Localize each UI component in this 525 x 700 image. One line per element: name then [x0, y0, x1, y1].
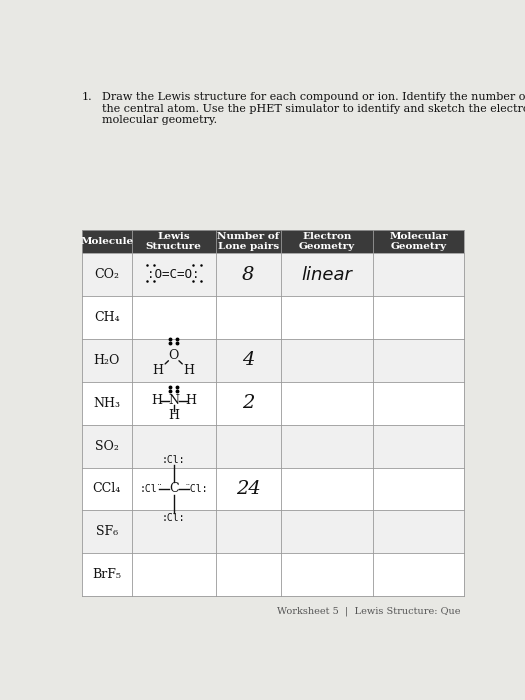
Bar [373, 339, 464, 382]
Text: ̈Cl:: ̈Cl: [184, 484, 208, 494]
Bar [281, 553, 373, 596]
Text: :O=C=O:: :O=C=O: [148, 268, 200, 281]
Bar [82, 468, 132, 510]
Bar [132, 230, 216, 253]
Bar [281, 382, 373, 425]
Bar [216, 339, 281, 382]
Bar [281, 339, 373, 382]
Bar [132, 425, 216, 468]
Bar [132, 510, 216, 553]
Bar [373, 382, 464, 425]
Bar [373, 296, 464, 339]
Bar [373, 553, 464, 596]
Bar [82, 253, 132, 296]
Bar [373, 230, 464, 253]
Text: Molecule: Molecule [80, 237, 133, 246]
Bar [132, 296, 216, 339]
Bar [82, 230, 132, 253]
Text: NH₃: NH₃ [93, 397, 120, 410]
Text: Molecular
Geometry: Molecular Geometry [389, 232, 448, 251]
Text: Draw the Lewis structure for each compound or ion. Identify the number of lone p: Draw the Lewis structure for each compou… [102, 92, 525, 125]
Text: H: H [153, 363, 164, 377]
Text: Lewis
Structure: Lewis Structure [146, 232, 202, 251]
Bar [132, 553, 216, 596]
Text: CH₄: CH₄ [94, 311, 120, 324]
Bar [132, 382, 216, 425]
Bar [281, 425, 373, 468]
Text: N: N [168, 394, 179, 407]
Text: 8: 8 [242, 266, 255, 284]
Bar [216, 468, 281, 510]
Bar [82, 510, 132, 553]
Bar [216, 553, 281, 596]
Text: H: H [151, 394, 162, 407]
Bar [82, 339, 132, 382]
Bar [373, 510, 464, 553]
Bar [216, 230, 281, 253]
Text: BrF₅: BrF₅ [92, 568, 121, 581]
Text: H: H [168, 409, 179, 421]
Bar [216, 425, 281, 468]
Bar [216, 382, 281, 425]
Bar [216, 296, 281, 339]
Text: Worksheet 5  |  Lewis Structure: Que: Worksheet 5 | Lewis Structure: Que [277, 606, 460, 616]
Bar [281, 468, 373, 510]
Text: C: C [169, 482, 179, 496]
Text: Electron
Geometry: Electron Geometry [299, 232, 355, 251]
Bar [82, 382, 132, 425]
Bar [82, 553, 132, 596]
Text: H: H [184, 363, 195, 377]
Text: 1.: 1. [82, 92, 92, 102]
Bar [373, 468, 464, 510]
Text: :Cl̈: :Cl̈ [140, 484, 163, 494]
Text: :Cl:: :Cl: [162, 455, 185, 465]
Text: 24: 24 [236, 480, 260, 498]
Text: :Cl:: :Cl: [162, 513, 185, 523]
Bar [82, 425, 132, 468]
Bar [281, 230, 373, 253]
Text: Number of
Lone pairs: Number of Lone pairs [217, 232, 279, 251]
Bar [373, 253, 464, 296]
Bar [132, 339, 216, 382]
Bar [82, 296, 132, 339]
Text: 4: 4 [242, 351, 255, 370]
Text: H₂O: H₂O [93, 354, 120, 367]
Bar [373, 425, 464, 468]
Text: 2: 2 [242, 394, 255, 412]
Bar [132, 253, 216, 296]
Bar [281, 510, 373, 553]
Text: SO₂: SO₂ [95, 440, 119, 453]
Bar [216, 253, 281, 296]
Text: CO₂: CO₂ [94, 268, 119, 281]
Bar [132, 468, 216, 510]
Text: linear: linear [301, 266, 352, 284]
Bar [281, 253, 373, 296]
Text: H: H [185, 394, 196, 407]
Text: SF₆: SF₆ [96, 525, 118, 538]
Bar [281, 296, 373, 339]
Text: CCl₄: CCl₄ [92, 482, 121, 496]
Bar [216, 510, 281, 553]
Text: O: O [169, 349, 179, 362]
